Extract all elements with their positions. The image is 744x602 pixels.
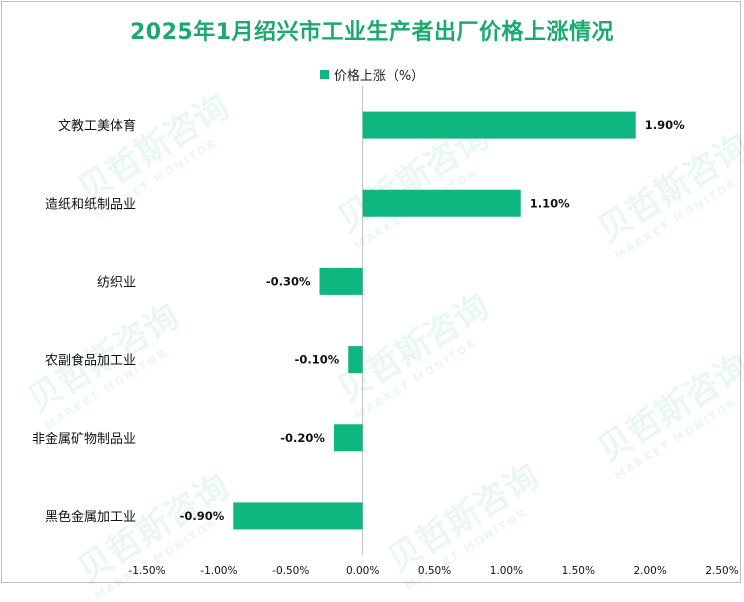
x-tick-label: 0.00%	[346, 565, 379, 577]
data-label: -0.20%	[280, 431, 325, 445]
legend-swatch	[319, 70, 329, 79]
x-tick-label: -1.00%	[200, 565, 237, 577]
category-label: 黑色金属加工业	[45, 509, 136, 525]
x-tick-label: 0.50%	[418, 565, 451, 577]
bar-chart: 文教工美体育 1.90% 造纸和纸制品业 1.10% 纺织业 -0.30% 农副食品加工业 -…	[32, 86, 739, 577]
chart-frame	[1, 1, 741, 583]
data-label: -0.30%	[266, 274, 311, 288]
chart-title: 2025年1月绍兴市工业生产者出厂价格上涨情况	[129, 20, 615, 45]
bar	[362, 111, 636, 139]
x-tick-label: -0.50%	[272, 565, 309, 577]
x-tick-label: 2.00%	[633, 565, 666, 577]
x-tick-label: 1.00%	[490, 565, 523, 577]
bar	[319, 267, 363, 295]
category-label: 农副食品加工业	[45, 353, 136, 369]
category-label: 文教工美体育	[58, 118, 136, 134]
legend: 价格上涨（%）	[0, 65, 744, 84]
bar	[233, 502, 363, 530]
x-tick-label: 1.50%	[562, 565, 595, 577]
category-label: 纺织业	[97, 275, 136, 290]
x-tick-label: -1.50%	[128, 565, 165, 577]
data-label: 1.10%	[530, 196, 570, 210]
data-label: -0.90%	[180, 509, 225, 523]
category-label: 造纸和纸制品业	[45, 197, 136, 212]
bar	[348, 346, 363, 374]
x-tick-label: 2.50%	[705, 565, 738, 577]
data-label: 1.90%	[645, 118, 685, 132]
data-label: -0.10%	[295, 353, 340, 367]
bar	[333, 424, 363, 452]
bar	[362, 189, 521, 217]
category-label: 非金属矿物制品业	[32, 431, 136, 447]
legend-label: 价格上涨（%）	[333, 69, 425, 84]
